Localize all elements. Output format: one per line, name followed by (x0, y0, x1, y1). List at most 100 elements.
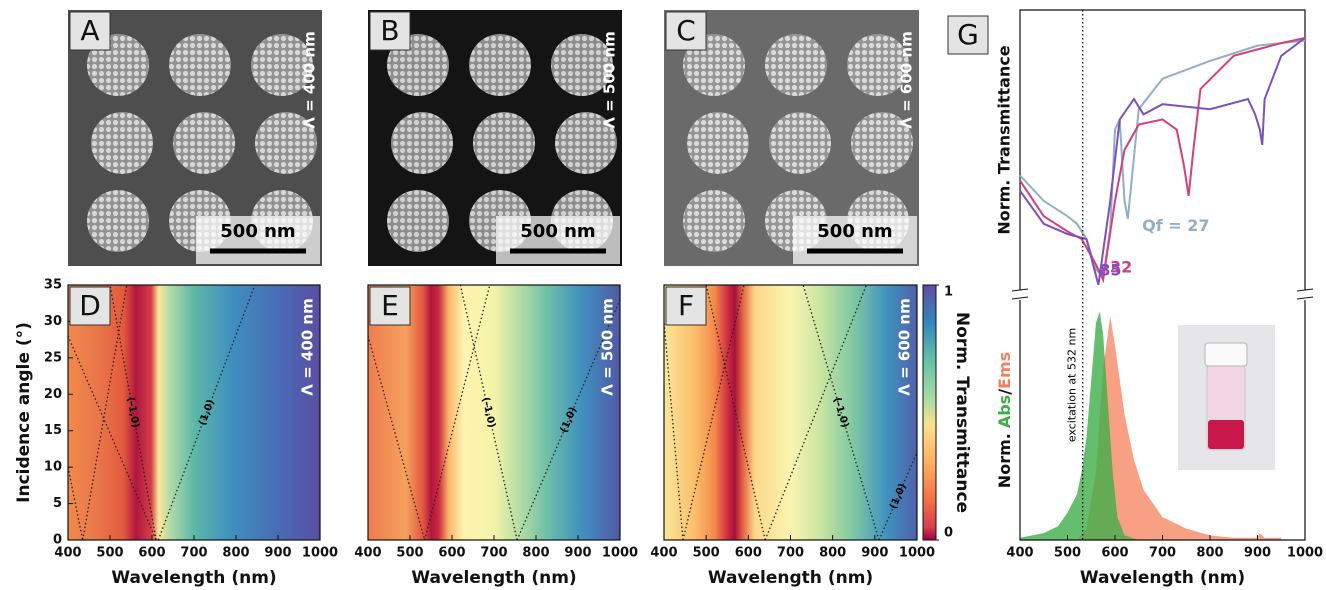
y-tick-label: 15 (44, 423, 62, 438)
period-label: Λ = 400 nm (301, 31, 319, 128)
x-tick-label: 1000 (1287, 546, 1323, 561)
x-tick-label: 700 (480, 546, 507, 561)
colorbar-tick-label: 0 (944, 526, 953, 541)
nanoparticle-cluster (469, 34, 531, 96)
x-tick-label: 900 (564, 546, 591, 561)
nanoparticle-cluster (387, 190, 449, 252)
x-tick-label: 400 (54, 546, 81, 561)
q-factor-label: 85 (1099, 260, 1121, 279)
y-axis-label: Norm. Abs/Ems (995, 352, 1014, 488)
order-label: (-1,0) (124, 396, 140, 428)
nanoparticle-cluster (847, 34, 909, 96)
q-factor-label: 32 (1110, 257, 1132, 276)
x-tick-label: 500 (96, 546, 123, 561)
x-tick-label: 400 (1006, 546, 1033, 561)
nanoparticle-cluster (173, 112, 235, 174)
y-axis-label: Incidence angle (°) (14, 322, 34, 503)
panel-label: B (380, 14, 399, 47)
period-label: Λ = 500 nm (599, 298, 617, 395)
x-tick-label: 700 (180, 546, 207, 561)
y-tick-label: 35 (44, 278, 62, 293)
panel-label-box (665, 11, 707, 51)
axis-break (1011, 288, 1029, 292)
x-tick-label: 900 (1244, 546, 1271, 561)
x-tick-label: 600 (138, 546, 165, 561)
x-tick-label: 800 (522, 546, 549, 561)
period-label: Λ = 600 nm (896, 298, 914, 395)
colorbar-tick-label: 1 (944, 285, 953, 300)
y-tick-label: 20 (44, 387, 62, 402)
diffraction-line (157, 285, 256, 540)
y-tick-label: 25 (44, 350, 62, 365)
panel-label: G (957, 18, 979, 51)
panel-label: E (381, 289, 399, 322)
x-axis-label: Wavelength (nm) (1080, 568, 1245, 588)
x-tick-label: 700 (777, 546, 804, 561)
diffraction-line (368, 335, 426, 540)
x-tick-label: 1000 (302, 546, 338, 561)
x-tick-label: 500 (1054, 546, 1081, 561)
nanoparticle-cluster (765, 34, 827, 96)
y-axis-label: Norm. Transmittance (995, 45, 1014, 234)
period-label: Λ = 500 nm (601, 31, 619, 128)
nanoparticle-cluster (683, 190, 745, 252)
panel-label-box (665, 286, 707, 326)
x-tick-label: 700 (1149, 546, 1176, 561)
x-axis-label: Wavelength (nm) (111, 568, 276, 588)
heatmap (68, 285, 320, 540)
nanoparticle-cluster (555, 112, 617, 174)
spectrum-area (1077, 316, 1282, 540)
period-label: Λ = 400 nm (299, 298, 317, 395)
heatmap (664, 285, 917, 540)
diffraction-line (764, 285, 868, 540)
x-axis-label: Wavelength (nm) (411, 568, 576, 588)
diffraction-line (68, 335, 157, 540)
nanoparticle-cluster (391, 112, 453, 174)
x-tick-label: 600 (438, 546, 465, 561)
x-tick-label: 800 (222, 546, 249, 561)
panel-label: F (678, 289, 694, 322)
x-tick-label: 900 (264, 546, 291, 561)
spectrum-line (1019, 37, 1306, 284)
scale-bar-label: 500 nm (817, 221, 892, 242)
axis-break (1011, 296, 1029, 300)
excitation-label: excitation at 532 nm (1066, 328, 1079, 442)
nanoparticle-cluster (551, 34, 613, 96)
y-axis-label-part: Abs (995, 395, 1014, 428)
y-axis-label-part: / (995, 389, 1014, 395)
x-tick-label: 1000 (899, 546, 935, 561)
nanoparticle-cluster (87, 190, 149, 252)
colorbar (922, 284, 937, 541)
diffraction-line (68, 467, 84, 540)
spectrum-area (1020, 311, 1139, 540)
spectrum-line (1019, 39, 1306, 280)
scale-bar-box (196, 216, 320, 264)
spectrum-line (1019, 37, 1306, 286)
diffraction-line (664, 321, 684, 540)
axis-break-gap (1297, 290, 1313, 300)
scale-bar-label: 500 nm (520, 221, 595, 242)
panel-label: A (80, 14, 99, 47)
nanoparticle-cluster (687, 112, 749, 174)
diffraction-line (82, 285, 128, 540)
panel-label-box (69, 286, 111, 326)
x-tick-label: 600 (1101, 546, 1128, 561)
nanoparticle-cluster (91, 112, 153, 174)
panel-label: D (79, 289, 101, 322)
x-tick-label: 1000 (602, 546, 638, 561)
y-axis-label-part: Norm. (995, 433, 1014, 488)
x-tick-label: 900 (861, 546, 888, 561)
x-tick-label: 500 (396, 546, 423, 561)
nanoparticle-cluster (473, 112, 535, 174)
x-tick-label: 400 (650, 546, 677, 561)
y-tick-label: 0 (53, 533, 62, 548)
diffraction-line (802, 285, 880, 540)
nanoparticle-cluster (255, 112, 317, 174)
panel-label-box (69, 11, 111, 51)
scale-bar-box (793, 216, 917, 264)
x-axis-label: Wavelength (nm) (708, 568, 873, 588)
axis-break-gap (1012, 290, 1028, 300)
period-label: Λ = 600 nm (898, 31, 916, 128)
x-tick-label: 800 (819, 546, 846, 561)
panel-label-box (369, 286, 411, 326)
